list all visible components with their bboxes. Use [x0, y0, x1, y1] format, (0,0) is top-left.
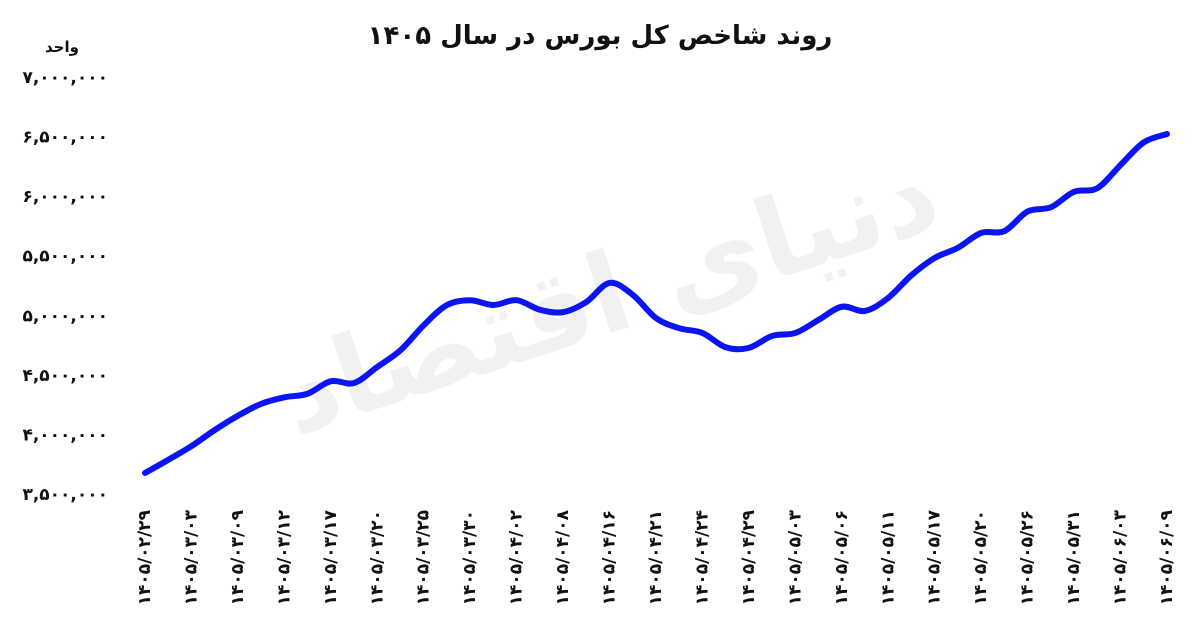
x-tick-label: ۱۴۰۵/۰۳/۲۰ — [367, 510, 387, 605]
x-tick-label: ۱۴۰۵/۰۲/۲۹ — [135, 509, 155, 605]
x-tick-label: ۱۴۰۵/۰۳/۲۵ — [414, 510, 434, 605]
x-tick-label: ۱۴۰۵/۰۶/۰۳ — [1111, 509, 1131, 605]
y-tick-label: ۳,۵۰۰,۰۰۰ — [22, 485, 108, 505]
chart-title: روند شاخص کل بورس در سال ۱۴۰۵ — [368, 21, 833, 51]
x-tick-label: ۱۴۰۵/۰۳/۳۰ — [460, 510, 480, 605]
x-tick-label: ۱۴۰۵/۰۴/۱۶ — [600, 510, 620, 605]
watermark: دنیای اقتصاد — [263, 127, 953, 460]
x-tick-label: ۱۴۰۵/۰۵/۰۶ — [832, 510, 852, 605]
y-axis-label: واحد — [45, 38, 79, 56]
x-tick-label: ۱۴۰۵/۰۳/۱۷ — [321, 509, 341, 605]
y-tick-label: ۵,۵۰۰,۰۰۰ — [22, 247, 108, 267]
y-tick-label: ۷,۰۰۰,۰۰۰ — [22, 68, 108, 88]
y-tick-label: ۵,۰۰۰,۰۰۰ — [22, 306, 108, 326]
x-tick-label: ۱۴۰۵/۰۴/۰۲ — [507, 509, 527, 605]
x-tick-label: ۱۴۰۵/۰۴/۲۱ — [646, 510, 666, 605]
x-tick-label: ۱۴۰۵/۰۳/۰۹ — [228, 509, 248, 605]
x-tick-label: ۱۴۰۵/۰۶/۰۹ — [1157, 509, 1177, 605]
y-tick-label: ۶,۰۰۰,۰۰۰ — [22, 187, 108, 207]
x-tick-label: ۱۴۰۵/۰۴/۰۸ — [553, 509, 573, 605]
y-tick-label: ۴,۵۰۰,۰۰۰ — [22, 366, 108, 386]
x-tick-label: ۱۴۰۵/۰۵/۱۱ — [878, 510, 898, 605]
x-tick-label: ۱۴۰۵/۰۵/۰۳ — [785, 509, 805, 605]
x-tick-label: ۱۴۰۵/۰۵/۲۰ — [971, 510, 991, 605]
line — [142, 130, 1170, 476]
x-tick-label: ۱۴۰۵/۰۵/۲۶ — [1018, 510, 1038, 605]
y-tick-label: ۶,۵۰۰,۰۰۰ — [22, 128, 108, 148]
x-tick-label: ۱۴۰۵/۰۳/۰۳ — [181, 509, 201, 605]
y-tick-label: ۴,۰۰۰,۰۰۰ — [22, 425, 108, 445]
x-tick-label: ۱۴۰۵/۰۵/۱۷ — [925, 509, 945, 605]
x-tick-label: ۱۴۰۵/۰۳/۱۲ — [274, 509, 294, 605]
x-tick-label: ۱۴۰۵/۰۴/۲۹ — [739, 509, 759, 605]
x-tick-label: ۱۴۰۵/۰۵/۳۱ — [1064, 510, 1084, 605]
x-tick-label: ۱۴۰۵/۰۴/۲۴ — [692, 510, 712, 605]
